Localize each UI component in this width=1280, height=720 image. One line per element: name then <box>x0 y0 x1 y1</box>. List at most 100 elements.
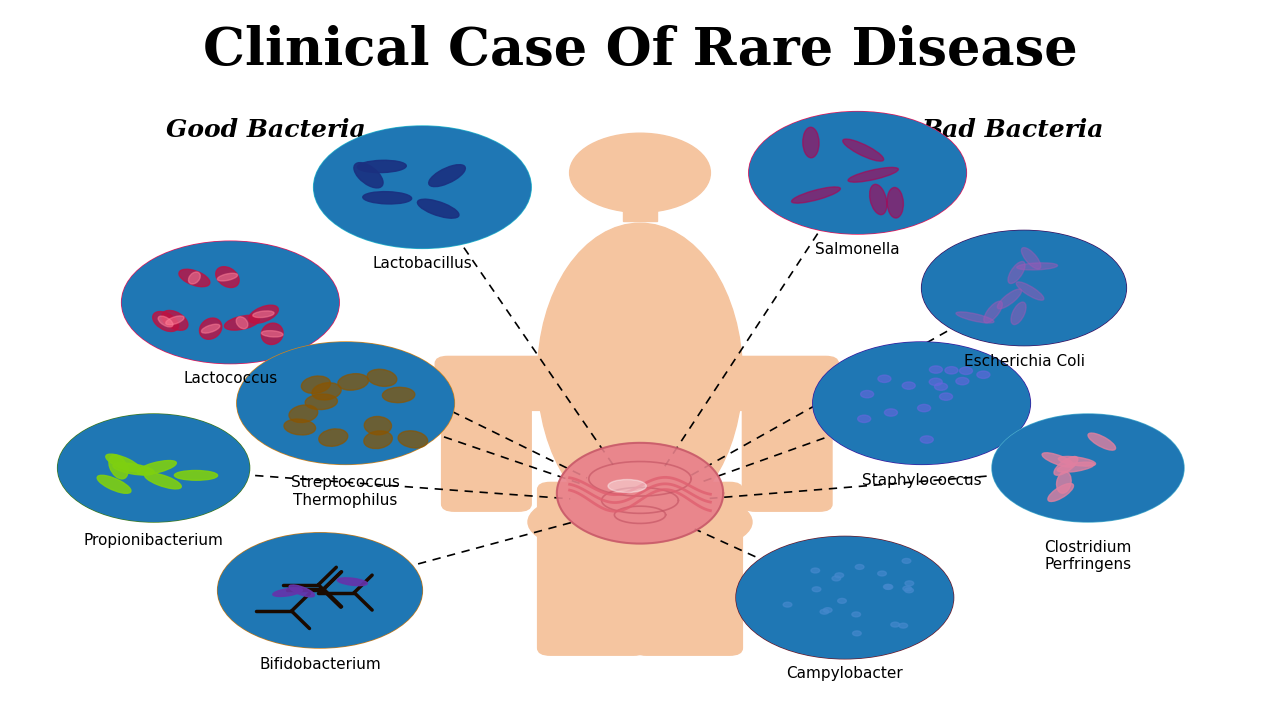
Ellipse shape <box>152 312 178 331</box>
Ellipse shape <box>174 470 218 480</box>
Ellipse shape <box>109 455 128 479</box>
FancyBboxPatch shape <box>442 389 531 511</box>
Ellipse shape <box>337 578 367 585</box>
Ellipse shape <box>608 480 646 492</box>
Ellipse shape <box>252 311 274 318</box>
Ellipse shape <box>364 431 393 449</box>
Ellipse shape <box>842 139 883 161</box>
Ellipse shape <box>261 323 283 344</box>
Ellipse shape <box>803 127 819 158</box>
Circle shape <box>823 608 832 613</box>
Circle shape <box>992 414 1184 522</box>
Ellipse shape <box>1016 282 1044 300</box>
Circle shape <box>852 631 861 636</box>
Text: Clinical Case Of Rare Disease: Clinical Case Of Rare Disease <box>202 25 1078 76</box>
Ellipse shape <box>997 289 1021 309</box>
Ellipse shape <box>367 369 397 387</box>
FancyBboxPatch shape <box>538 482 646 655</box>
Circle shape <box>314 126 531 248</box>
Ellipse shape <box>113 463 155 475</box>
Ellipse shape <box>1088 433 1116 450</box>
Circle shape <box>783 602 792 607</box>
FancyBboxPatch shape <box>435 356 576 410</box>
Ellipse shape <box>319 429 348 446</box>
Ellipse shape <box>1011 302 1027 325</box>
Circle shape <box>929 378 942 385</box>
Ellipse shape <box>1059 456 1096 466</box>
Circle shape <box>884 585 892 590</box>
Circle shape <box>852 612 860 617</box>
Ellipse shape <box>557 443 723 544</box>
Circle shape <box>58 414 250 522</box>
Ellipse shape <box>289 585 315 597</box>
Ellipse shape <box>365 416 392 435</box>
Circle shape <box>883 585 892 589</box>
FancyBboxPatch shape <box>623 192 657 221</box>
Text: Campylobacter: Campylobacter <box>786 666 904 681</box>
Circle shape <box>749 112 966 234</box>
Ellipse shape <box>1057 462 1094 472</box>
FancyBboxPatch shape <box>698 356 838 410</box>
Ellipse shape <box>1056 472 1071 493</box>
Ellipse shape <box>353 163 383 188</box>
Circle shape <box>940 393 952 400</box>
Circle shape <box>902 559 911 563</box>
Circle shape <box>237 342 454 464</box>
Ellipse shape <box>137 461 177 474</box>
Ellipse shape <box>224 315 260 330</box>
Ellipse shape <box>791 187 841 203</box>
Text: Lactobacillus: Lactobacillus <box>372 256 472 271</box>
Circle shape <box>813 587 820 592</box>
Text: Staphylococcus: Staphylococcus <box>861 473 982 488</box>
Circle shape <box>899 624 908 628</box>
Ellipse shape <box>338 374 369 390</box>
Circle shape <box>884 409 897 416</box>
Circle shape <box>960 367 973 374</box>
Ellipse shape <box>1016 263 1057 270</box>
Circle shape <box>858 415 870 423</box>
Ellipse shape <box>218 274 238 281</box>
Circle shape <box>855 564 864 570</box>
Circle shape <box>812 568 819 573</box>
Circle shape <box>956 377 969 384</box>
Ellipse shape <box>887 187 904 218</box>
Ellipse shape <box>248 305 278 323</box>
Ellipse shape <box>362 192 412 204</box>
Ellipse shape <box>273 588 302 596</box>
Circle shape <box>58 414 250 522</box>
Ellipse shape <box>1048 483 1074 501</box>
Circle shape <box>878 375 891 382</box>
Ellipse shape <box>1042 453 1074 467</box>
Text: Lactococcus: Lactococcus <box>183 371 278 386</box>
Ellipse shape <box>161 310 188 330</box>
Ellipse shape <box>312 383 342 400</box>
Ellipse shape <box>538 223 742 526</box>
Ellipse shape <box>383 387 415 402</box>
Ellipse shape <box>284 419 316 435</box>
FancyBboxPatch shape <box>742 389 832 511</box>
Text: Clostridium
Perfringens: Clostridium Perfringens <box>1044 540 1132 572</box>
Ellipse shape <box>956 312 995 323</box>
Circle shape <box>837 598 846 603</box>
Ellipse shape <box>201 324 220 333</box>
Ellipse shape <box>97 475 131 493</box>
Circle shape <box>920 436 933 444</box>
Ellipse shape <box>984 301 1002 323</box>
Circle shape <box>891 622 900 627</box>
Ellipse shape <box>216 266 239 287</box>
Ellipse shape <box>398 431 428 448</box>
Text: Streptococcus
Thermophilus: Streptococcus Thermophilus <box>291 475 401 508</box>
Text: Escherichia Coli: Escherichia Coli <box>964 354 1084 369</box>
Ellipse shape <box>1021 248 1041 269</box>
Circle shape <box>905 581 914 586</box>
Circle shape <box>902 382 915 390</box>
Circle shape <box>122 241 339 364</box>
Ellipse shape <box>200 318 221 339</box>
Circle shape <box>835 573 844 577</box>
FancyBboxPatch shape <box>634 482 742 655</box>
Circle shape <box>813 342 1030 464</box>
Circle shape <box>314 126 531 248</box>
Circle shape <box>570 133 710 212</box>
Ellipse shape <box>357 161 406 173</box>
Circle shape <box>902 586 911 591</box>
